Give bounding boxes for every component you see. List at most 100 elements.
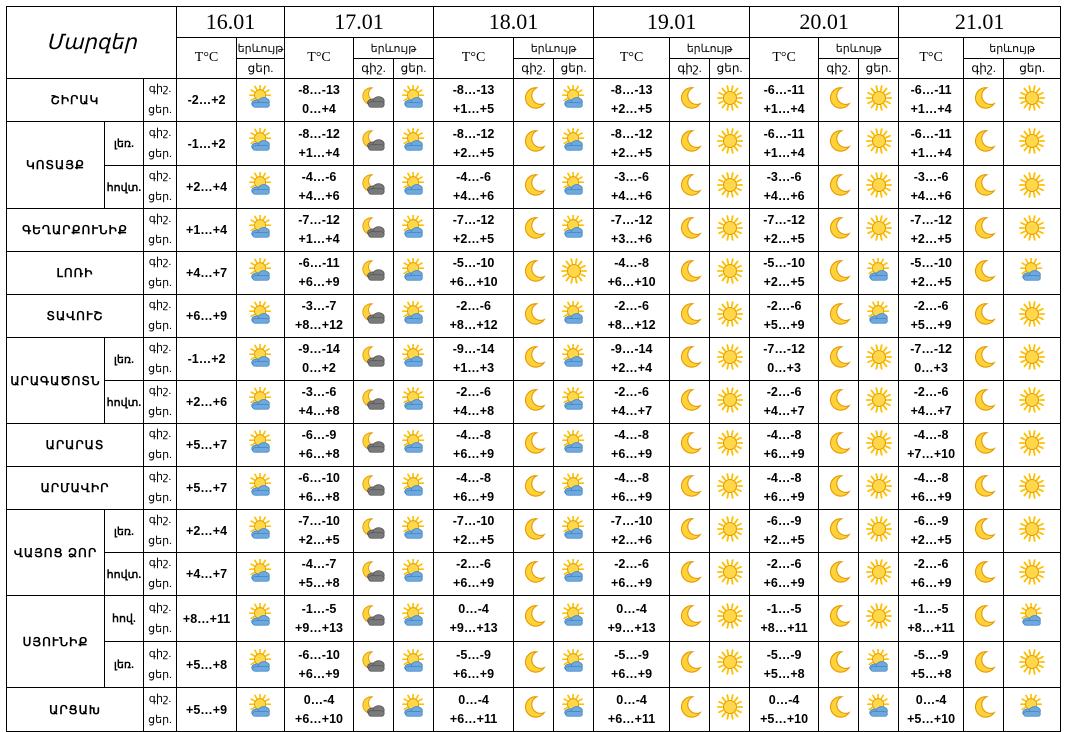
day-temperature: +4…+7 (763, 404, 805, 418)
date-header: 19.01 (593, 6, 751, 38)
date-header: 21.01 (898, 6, 1062, 38)
sun-icon (858, 380, 900, 424)
day-temperature: +3…+6 (611, 232, 653, 246)
sun-cloud-icon (236, 509, 286, 553)
day-temperature: +6…+10 (295, 711, 344, 726)
sun-icon (709, 208, 751, 252)
forecast-table: Մարզեր 16.01 17.01 18.01 19.01 20.01 21.… (5, 6, 1062, 732)
day-temperature: +1…+4 (763, 145, 805, 160)
temperature-range: -8…-12 +2…+5 (433, 121, 515, 166)
day-label: ցեր. (148, 492, 172, 504)
night-temperature: -7…-12 (763, 213, 805, 227)
night-temperature: -4…-8 (913, 471, 949, 485)
day-temperature: +9…+13 (607, 620, 656, 635)
night-temperature: -6…-9 (301, 428, 337, 442)
night-temperature: -7…-12 (610, 213, 653, 227)
day-temperature: +6…+9 (298, 666, 340, 681)
sun-cloud-icon (553, 165, 595, 209)
table-row: ԱՐԱԳԱԾՈՏՆ լեռ. գիշ. ցեր. -1…+2 -9…-14 0…+2 -9…-… (6, 337, 1062, 424)
sun-cloud-icon (393, 509, 435, 553)
night-label: գիշ. (148, 170, 172, 182)
day-temperature: +7…+10 (907, 447, 956, 461)
subregion-name: լեռ. (104, 121, 144, 166)
temperature-range: -8…-12 +1…+4 (284, 121, 355, 166)
moon-cloud-icon (353, 251, 395, 295)
day-label: ցեր. (148, 406, 172, 418)
sun-icon (709, 121, 751, 166)
night-subheader: գիշ. (818, 58, 860, 79)
phenomenon-header: երևույթ (236, 37, 286, 59)
phenomenon-header: երևույթ (669, 37, 751, 59)
night-subheader: գիշ. (963, 58, 1005, 79)
night-temperature: -2…-6 (614, 557, 649, 571)
sun-cloud-icon (236, 208, 286, 252)
temperature-range: -3…-6 +4…+6 (898, 165, 965, 209)
day-temperature: +4…+6 (298, 189, 340, 203)
day-temperature: +8…+12 (449, 318, 498, 332)
night-temperature: -2…-6 (614, 385, 649, 399)
night-subheader: գիշ. (669, 58, 711, 79)
day-subheader: ցեր. (553, 58, 595, 79)
temperature-range: -5…-9 +5…+8 (749, 641, 820, 688)
day-temperature: +6…+9 (453, 447, 495, 461)
night-temperature: 0…-4 (616, 601, 647, 616)
temperature-value: +5…+7 (176, 423, 238, 467)
table-row: հովտ. գիշ. ցեր. +2…+4 -4…-6 +4…+6 -4…-6 +4…+6 -3… (7, 165, 1062, 209)
day-temperature: +1…+3 (453, 361, 495, 375)
day-label: ցեր. (148, 668, 172, 681)
time-of-day-labels: գիշ. ցեր. (142, 294, 178, 338)
moon-icon (513, 509, 555, 553)
sun-icon (858, 423, 900, 467)
sun-cloud-icon (236, 121, 286, 166)
day-temperature: +6…+11 (607, 711, 656, 726)
temperature-range: 0…-4 +5…+10 (898, 687, 965, 732)
moon-icon (669, 380, 711, 424)
night-temperature: -5…-9 (614, 647, 649, 662)
night-temperature: -4…-6 (301, 170, 337, 184)
table-row: հովտ. գիշ. ցեր. +2…+6 -3…-6 +4…+8 -2…-6 +4…+8 -2… (7, 380, 1062, 424)
moon-icon (669, 641, 711, 688)
day-temperature: +6…+11 (449, 711, 498, 726)
day-label: ցեր. (148, 147, 172, 160)
sun-cloud-icon (553, 121, 595, 166)
sun-icon (709, 509, 751, 553)
night-label: գիշ. (148, 557, 172, 569)
temperature-range: 0…-4 +9…+13 (593, 595, 671, 642)
phenomenon-header: երևույթ (513, 37, 595, 59)
moon-cloud-icon (353, 595, 395, 642)
temperature-value: +8…+11 (176, 595, 238, 642)
temperature-value: +2…+6 (176, 380, 238, 424)
day-temperature: +6…+10 (607, 275, 656, 289)
night-temperature: -4…-8 (614, 256, 649, 270)
table-row: ԱՐՑԱԽ գիշ. ցեր. +5…+9 0…-4 +6…+10 0…-4 +6…+11 0…… (6, 687, 1062, 732)
temperature-range: -8…-13 +1…+5 (433, 78, 515, 122)
moon-icon (669, 78, 711, 122)
temperature-range: -7…-12 +3…+6 (593, 208, 671, 252)
day-label: ցեր. (148, 234, 172, 246)
moon-icon (818, 509, 860, 553)
temperature-range: -4…-8 +7…+10 (898, 423, 965, 467)
night-temperature: -1…-5 (766, 601, 802, 616)
moon-icon (513, 687, 555, 732)
night-temperature: -7…-10 (452, 514, 495, 528)
temperature-range: -9…-14 +2…+4 (593, 337, 671, 381)
temp-header: T°C (176, 37, 238, 79)
moon-icon (669, 423, 711, 467)
moon-icon (963, 337, 1005, 381)
sun-cloud-icon (553, 208, 595, 252)
night-temperature: -2…-6 (766, 385, 802, 399)
params-label: Մարզեր (5, 6, 178, 79)
moon-icon (963, 251, 1005, 295)
phenomenon-header: երևույթ (818, 37, 900, 59)
day-temperature: +2…+5 (910, 232, 952, 246)
table-row: ԱՐՄԱՎԻՐ գիշ. ցեր. +5…+7 -6…-10 +6…+8 -4…-8 +6…+… (6, 466, 1062, 510)
temperature-range: -9…-14 0…+2 (284, 337, 355, 381)
moon-icon (963, 552, 1005, 596)
night-label: գիշ. (148, 647, 172, 660)
region-name: ԳԵՂԱՐՔՈՒՆԻՔ (6, 208, 144, 252)
day-temperature: 0…+2 (302, 361, 336, 375)
night-temperature: -1…-5 (913, 601, 949, 616)
day-temperature: +6…+9 (453, 576, 495, 590)
sun-icon (709, 595, 751, 642)
moon-icon (963, 641, 1005, 688)
